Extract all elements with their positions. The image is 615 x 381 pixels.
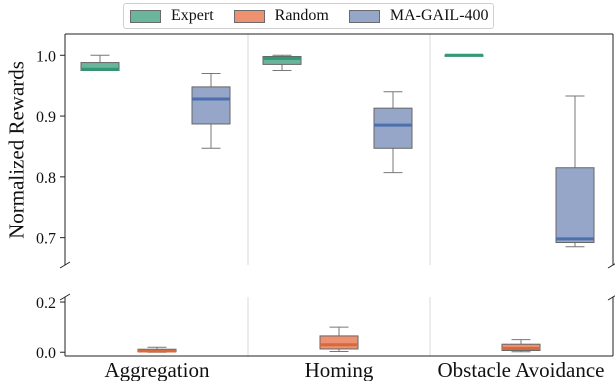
- legend-swatch-random: [233, 9, 265, 23]
- legend-item-random: Random: [233, 7, 329, 25]
- box-ma-gail-400: [373, 107, 413, 149]
- legend-item-expert: Expert: [130, 7, 214, 25]
- axis-break-mark: [59, 261, 71, 269]
- y-tick-label: 1.0: [36, 48, 56, 65]
- y-tick-label: 0.0: [36, 345, 56, 362]
- legend-swatch-ma-gail-400: [348, 9, 380, 23]
- box-ma-gail-400: [191, 86, 231, 125]
- legend-label-expert: Expert: [171, 7, 214, 24]
- box-random: [319, 335, 359, 350]
- y-tick-label: 0.8: [36, 170, 56, 187]
- box-expert: [262, 55, 302, 65]
- axis-break-mark: [607, 295, 615, 301]
- y-tick-label: 0.7: [36, 231, 56, 248]
- y-axis-label: Normalized Rewards: [4, 61, 29, 239]
- x-tick-label: Aggregation: [105, 358, 210, 381]
- legend-label-ma-gail-400: MA-GAIL-400: [389, 7, 489, 24]
- y-tick-label: 0.9: [36, 109, 56, 126]
- legend-label-random: Random: [274, 7, 329, 24]
- y-tick-label: 0.2: [36, 295, 56, 312]
- box-ma-gail-400: [555, 167, 595, 244]
- legend-item-ma-gail-400: MA-GAIL-400: [348, 7, 489, 25]
- legend-swatch-expert: [130, 9, 161, 23]
- axis-break-mark: [607, 263, 615, 269]
- x-tick-label: Obstacle Avoidance: [438, 358, 605, 381]
- axis-break-mark: [59, 293, 71, 301]
- x-tick-label: Homing: [305, 358, 374, 381]
- legend: Expert Random MA-GAIL-400: [123, 3, 494, 29]
